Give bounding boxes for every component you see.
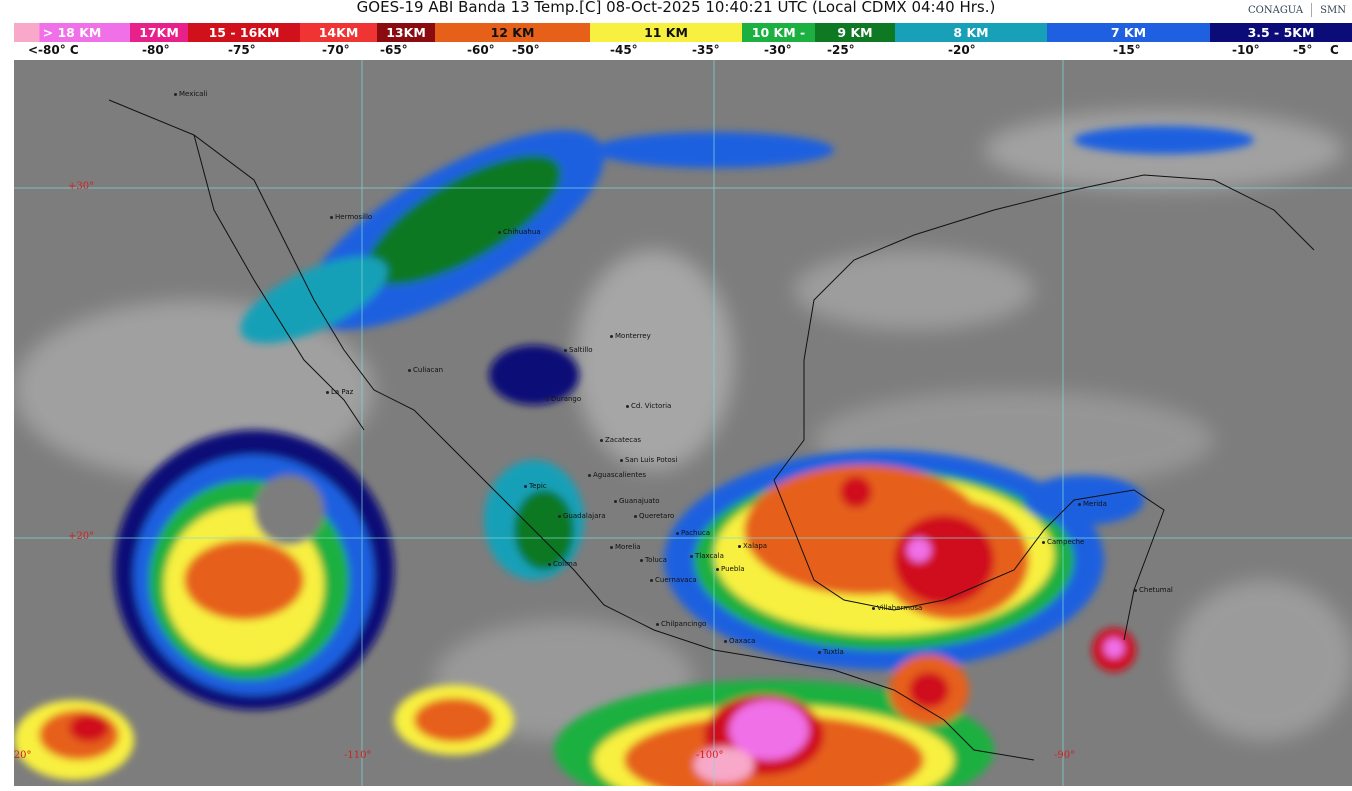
legend-segment: 3.5 - 5KM — [1210, 23, 1352, 42]
lat-label: +20° — [68, 531, 95, 542]
cloud-layer — [14, 60, 1352, 786]
city-label: Cuernavaca — [650, 576, 697, 584]
temp-label: -45° — [610, 43, 638, 57]
image-title: GOES-19 ABI Banda 13 Temp.[C] 08-Oct-202… — [356, 0, 996, 16]
city-label: Villahermosa — [872, 604, 922, 612]
city-label: Chetumal — [1134, 586, 1173, 594]
temp-label: -50° — [512, 43, 540, 57]
legend-segment: 10 KM - — [742, 23, 815, 42]
coastlines — [108, 99, 1315, 761]
legend-segment: 9 KM — [815, 23, 895, 42]
temp-label: -10° — [1232, 43, 1260, 57]
city-label: Chilpancingo — [656, 620, 706, 628]
legend-segment: 8 KM — [895, 23, 1047, 42]
city-label: Zacatecas — [600, 436, 641, 444]
satellite-map[interactable]: Mexicali Hermosillo Chihuahua Monterrey … — [14, 60, 1352, 786]
temp-label: -80° — [142, 43, 170, 57]
temp-label: -35° — [692, 43, 720, 57]
city-label: Culiacan — [408, 366, 443, 374]
city-label: Mexicali — [174, 90, 207, 98]
city-label: San Luis Potosi — [620, 456, 677, 464]
city-label: Saltillo — [564, 346, 593, 354]
city-label: Hermosillo — [330, 213, 372, 221]
city-label: Tepic — [524, 482, 547, 490]
city-label: Aguascalientes — [588, 471, 646, 479]
graticule — [14, 60, 1352, 786]
lon-label: -90° — [1054, 750, 1076, 761]
city-label: Merida — [1078, 500, 1107, 508]
temp-label: C — [1330, 43, 1339, 57]
temp-label: -65° — [380, 43, 408, 57]
city-label: Queretaro — [634, 512, 674, 520]
city-label: Tuxtla — [818, 648, 844, 656]
city-label: Xalapa — [738, 542, 767, 550]
temp-label: -25° — [827, 43, 855, 57]
legend-segment: 17KM — [130, 23, 188, 42]
temp-label: -20° — [948, 43, 976, 57]
legend-temperatures: <-80° C -80° -75° -70° -65° -60° -50° -4… — [0, 43, 1352, 59]
temp-label: -75° — [228, 43, 256, 57]
lon-label: -100° — [696, 750, 724, 761]
temp-label: -15° — [1113, 43, 1141, 57]
city-label: Pachuca — [676, 529, 710, 537]
conagua-logo: CONAGUA — [1248, 4, 1304, 16]
temp-label: -30° — [764, 43, 792, 57]
convective-clouds — [14, 126, 1254, 786]
city-label: Durango — [546, 395, 581, 403]
city-label: Morelia — [610, 543, 641, 551]
legend-segment: 13KM — [377, 23, 435, 42]
city-label: Guanajuato — [614, 497, 660, 505]
city-label: Monterrey — [610, 332, 651, 340]
city-label: Toluca — [640, 556, 667, 564]
city-label: Tlaxcala — [690, 552, 724, 560]
city-label: Campeche — [1042, 538, 1084, 546]
lon-label: -110° — [344, 750, 372, 761]
legend-segment: 12 KM — [435, 23, 590, 42]
lat-label: +30° — [68, 181, 95, 192]
legend-segment: > 18 KM — [14, 23, 130, 42]
temp-label: <-80° C — [28, 43, 79, 57]
temp-label: -60° — [467, 43, 495, 57]
legend-segment: 7 KM — [1047, 23, 1210, 42]
temp-label: -5° — [1293, 43, 1313, 57]
city-label: La Paz — [326, 388, 353, 396]
agency-logos: CONAGUA SMN — [1248, 3, 1346, 17]
legend-segment: 11 KM — [590, 23, 742, 42]
lon-label: -120° — [14, 750, 32, 761]
color-legend: > 18 KM 17KM 15 - 16KM 14KM 13KM 12 KM 1… — [14, 23, 1352, 42]
city-label: Chihuahua — [498, 228, 541, 236]
temp-label: -70° — [322, 43, 350, 57]
city-label: Oaxaca — [724, 637, 755, 645]
legend-segment: 15 - 16KM — [188, 23, 300, 42]
city-label: Colima — [548, 560, 577, 568]
city-label: Cd. Victoria — [626, 402, 671, 410]
city-label: Guadalajara — [558, 512, 606, 520]
city-label: Puebla — [716, 565, 745, 573]
legend-segment: 14KM — [300, 23, 377, 42]
smn-logo: SMN — [1320, 4, 1346, 16]
